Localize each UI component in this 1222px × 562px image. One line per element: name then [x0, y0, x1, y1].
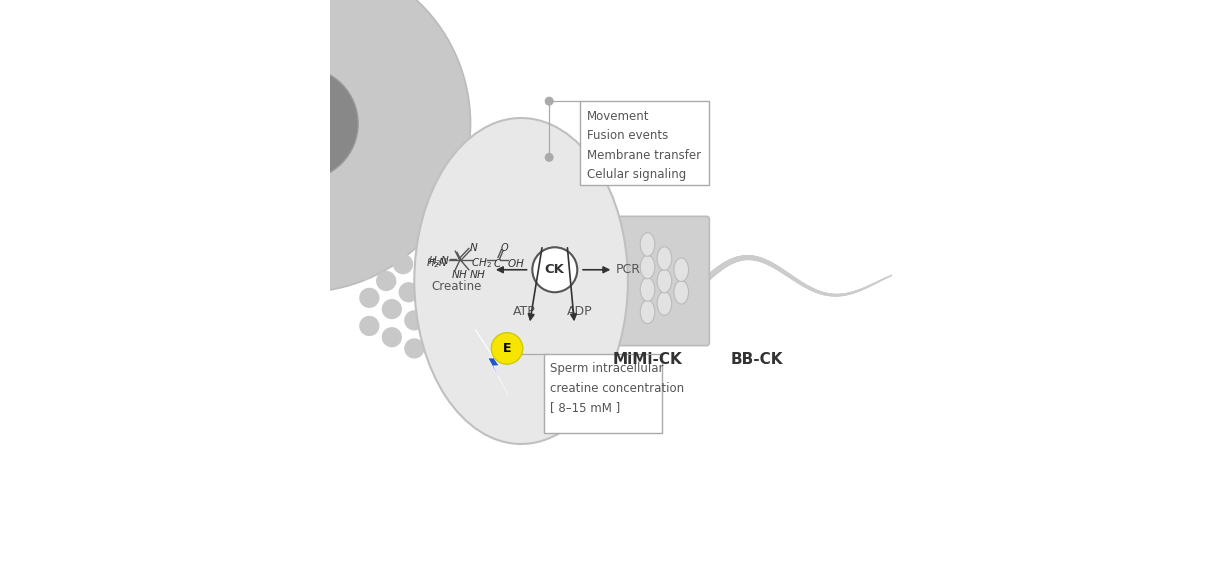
Ellipse shape [414, 118, 628, 444]
Text: Creatine: Creatine [431, 280, 481, 293]
Ellipse shape [675, 258, 688, 282]
FancyBboxPatch shape [580, 101, 709, 185]
Circle shape [359, 316, 380, 336]
Circle shape [398, 282, 419, 302]
Text: PCR: PCR [616, 263, 640, 277]
Circle shape [404, 310, 424, 330]
Text: CK: CK [545, 263, 565, 277]
Circle shape [426, 316, 447, 336]
Circle shape [376, 271, 396, 291]
Ellipse shape [657, 247, 672, 270]
FancyBboxPatch shape [544, 354, 661, 433]
Text: $NH$: $NH$ [451, 268, 468, 280]
Circle shape [404, 338, 424, 359]
Text: $H_2N$: $H_2N$ [425, 256, 447, 270]
Text: BB-CK: BB-CK [731, 352, 783, 367]
Ellipse shape [675, 280, 688, 304]
Circle shape [246, 67, 358, 180]
Circle shape [533, 247, 577, 292]
Text: Movement
Fusion events
Membrane transfer
Celular signaling: Movement Fusion events Membrane transfer… [587, 110, 701, 181]
Text: Sperm intracellular
creatine concentration
[ 8–15 mM ]: Sperm intracellular creatine concentrati… [550, 362, 684, 415]
Circle shape [422, 288, 441, 308]
Ellipse shape [657, 269, 672, 293]
Text: $OH$: $OH$ [507, 257, 524, 269]
Circle shape [545, 97, 554, 106]
Circle shape [393, 226, 413, 246]
Circle shape [370, 243, 391, 263]
Circle shape [359, 288, 380, 308]
Text: ATP: ATP [512, 305, 535, 319]
Text: E: E [502, 342, 511, 355]
FancyBboxPatch shape [611, 216, 709, 346]
Text: $H_2N$: $H_2N$ [429, 255, 451, 268]
Text: $CH_2$: $CH_2$ [470, 256, 492, 270]
Circle shape [381, 299, 402, 319]
Circle shape [545, 153, 554, 162]
Text: ADP: ADP [567, 305, 593, 319]
Ellipse shape [640, 255, 655, 279]
Circle shape [426, 344, 447, 364]
Text: $NH$: $NH$ [469, 268, 486, 280]
Circle shape [370, 215, 391, 235]
Text: MiMi-CK: MiMi-CK [612, 352, 682, 367]
Ellipse shape [640, 278, 655, 301]
Text: $\!$: $\!$ [457, 256, 458, 266]
Text: $\!\!$: $\!\!$ [456, 258, 457, 268]
Circle shape [450, 350, 469, 370]
Circle shape [494, 344, 503, 353]
Text: $C$: $C$ [492, 257, 502, 269]
Text: $N$: $N$ [469, 241, 478, 253]
Circle shape [353, 260, 374, 280]
Circle shape [348, 203, 368, 224]
Ellipse shape [657, 292, 672, 315]
Text: $O$: $O$ [500, 241, 510, 253]
Ellipse shape [640, 300, 655, 324]
Circle shape [491, 333, 523, 364]
Circle shape [348, 232, 368, 252]
Circle shape [133, 0, 470, 292]
Polygon shape [475, 330, 508, 395]
Ellipse shape [640, 233, 655, 256]
Circle shape [393, 254, 413, 274]
Circle shape [381, 327, 402, 347]
